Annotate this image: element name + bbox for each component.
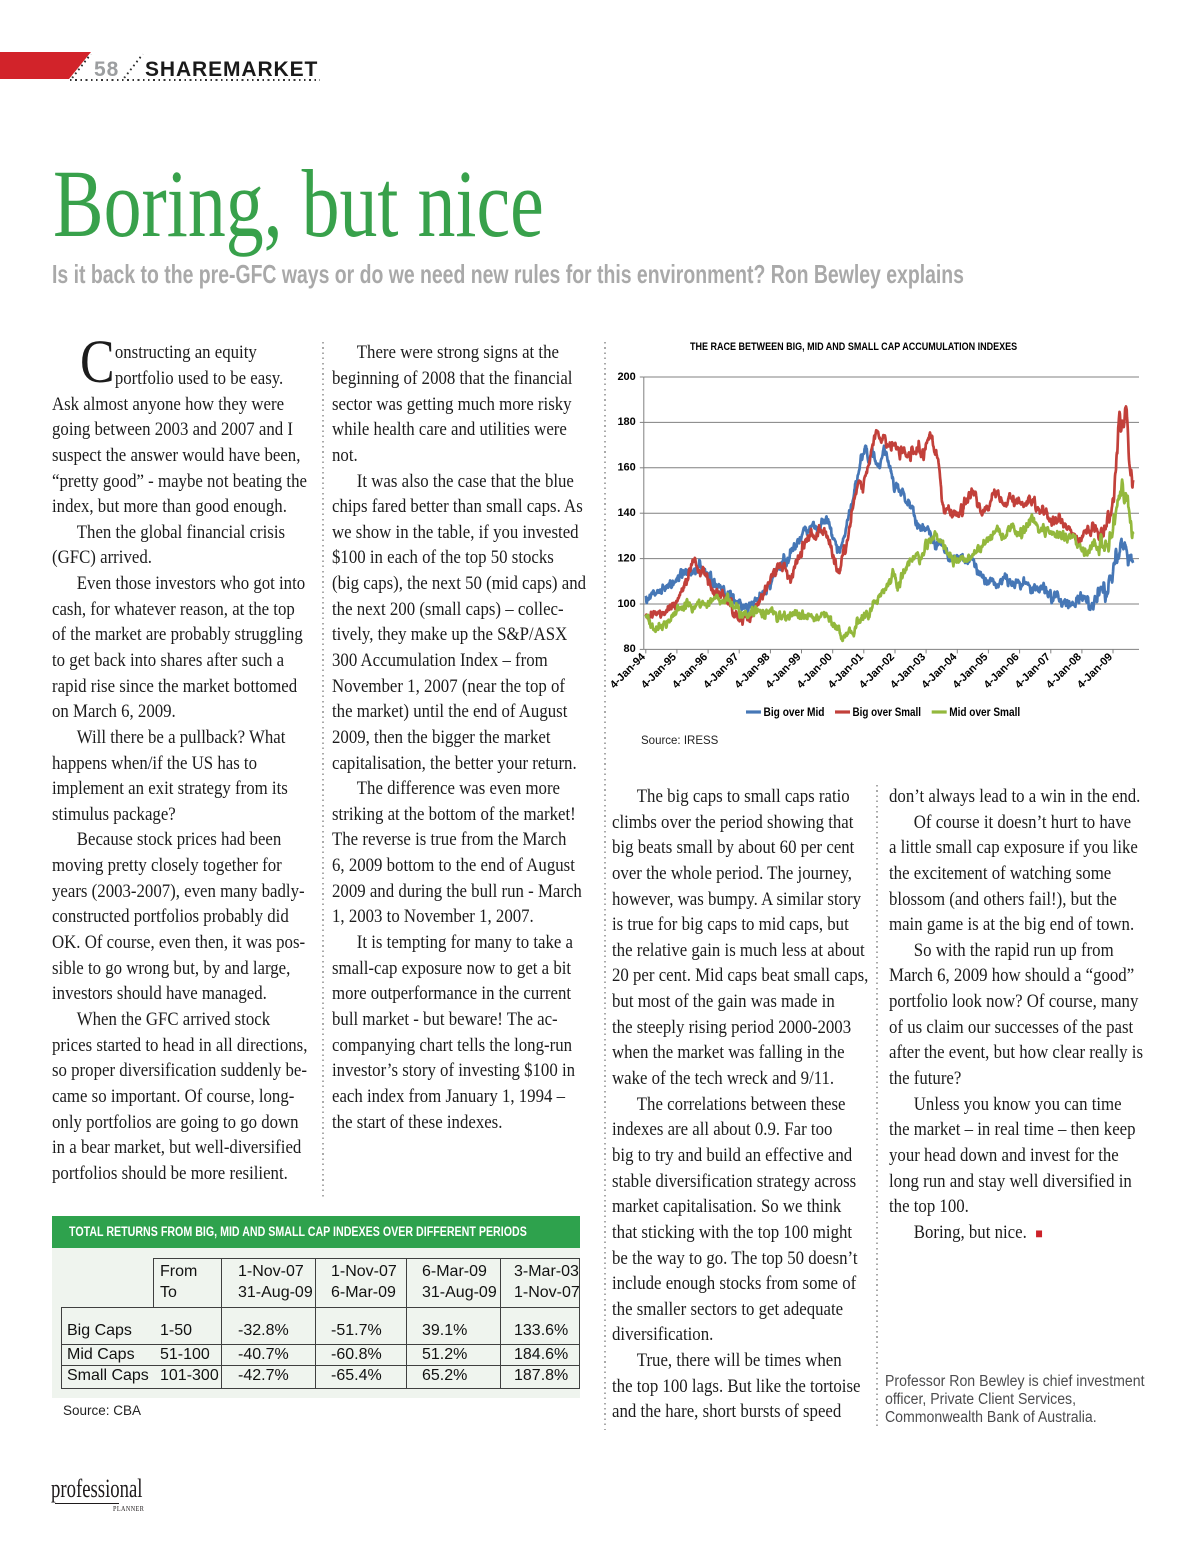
- svg-text:100: 100: [617, 598, 635, 610]
- svg-text:120: 120: [617, 552, 635, 564]
- svg-text:Source: IRESS: Source: IRESS: [641, 735, 719, 747]
- svg-text:200: 200: [617, 371, 635, 383]
- svg-text:Big over Small: Big over Small: [853, 707, 922, 719]
- svg-text:160: 160: [617, 462, 635, 474]
- svg-text:Mid over Small: Mid over Small: [949, 707, 1020, 719]
- svg-text:80: 80: [624, 643, 636, 655]
- svg-text:140: 140: [617, 507, 635, 519]
- svg-text:Big over Mid: Big over Mid: [764, 707, 825, 719]
- svg-text:THE RACE BETWEEN BIG, MID AND: THE RACE BETWEEN BIG, MID AND SMALL CAP …: [690, 341, 1017, 353]
- svg-text:180: 180: [617, 416, 635, 428]
